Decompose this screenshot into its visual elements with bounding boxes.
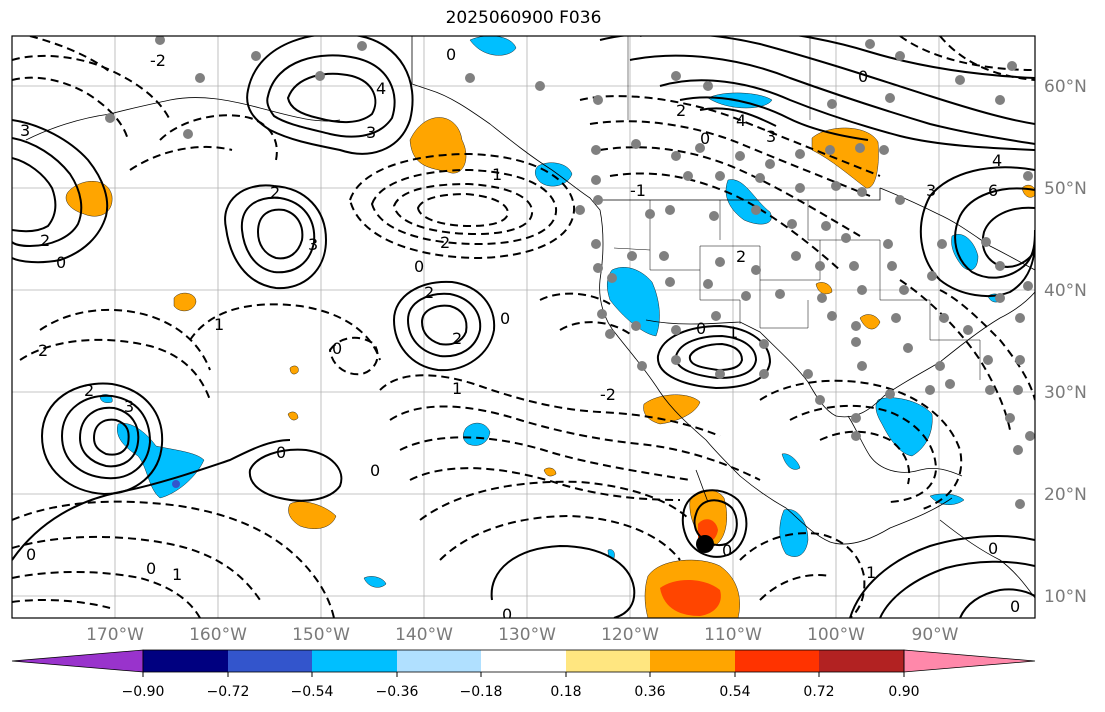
contour-label: 4 bbox=[992, 151, 1002, 170]
contour-label: -2 bbox=[600, 385, 616, 404]
contour-label: 2 bbox=[40, 231, 50, 250]
contour-label: 2 bbox=[270, 183, 280, 202]
lat-label-40n: 40°N bbox=[1044, 281, 1087, 301]
lon-label-130w: 130°W bbox=[498, 625, 556, 645]
contour-label: 1 bbox=[214, 315, 224, 334]
contour-label: 3 bbox=[366, 123, 376, 142]
colorbar-tick-label: −0.90 bbox=[121, 684, 165, 700]
colorbar-max-extend bbox=[903, 649, 1036, 673]
contour-label: 2 bbox=[676, 101, 686, 120]
coastlines bbox=[25, 36, 1035, 599]
contour-label: -2 bbox=[150, 51, 166, 70]
colorbar-tick-label: −0.54 bbox=[290, 684, 334, 700]
contour-label: 3 bbox=[20, 121, 30, 140]
contour-label: 3 bbox=[308, 235, 318, 254]
contour-labels: 0 0 0 0 0 0 0 0 0 0 0 0 0 0 0 0 1 1 1 1 … bbox=[20, 45, 1020, 624]
contour-label: 0 bbox=[276, 443, 286, 462]
colorbar-tick-label: 0.54 bbox=[719, 684, 751, 700]
lat-label-10n: 10°N bbox=[1044, 587, 1087, 607]
contour-label: 0 bbox=[500, 309, 510, 328]
contour-label: -1 bbox=[630, 181, 646, 200]
deep-negative-shading bbox=[172, 480, 180, 488]
contour-label: 0 bbox=[332, 339, 342, 358]
colorbar-tick-label: 0.18 bbox=[550, 684, 582, 700]
contour-label: 0 bbox=[146, 559, 156, 578]
contour-label: 4 bbox=[376, 79, 386, 98]
contour-label: 0 bbox=[26, 545, 36, 564]
contour-label: 2 bbox=[38, 341, 48, 360]
lon-label-100w: 100°W bbox=[807, 625, 865, 645]
colorbar-tick-label: 0.72 bbox=[803, 684, 835, 700]
colorbar-segment bbox=[481, 650, 566, 672]
contour-label: 1 bbox=[866, 563, 876, 582]
contour-label: 3 bbox=[124, 397, 134, 416]
colorbar-segment bbox=[143, 650, 228, 672]
negative-contours bbox=[12, 36, 1035, 618]
map-frame bbox=[11, 35, 1036, 619]
contour-label: 1 bbox=[492, 165, 502, 184]
station-dots bbox=[105, 36, 1035, 509]
state-borders bbox=[613, 36, 981, 380]
contour-label: 2 bbox=[736, 247, 746, 266]
contour-label: 0 bbox=[56, 253, 66, 272]
contour-label: 1 bbox=[728, 323, 738, 342]
lon-label-110w: 110°W bbox=[704, 625, 762, 645]
colorbar-tick-label: 0.90 bbox=[888, 684, 920, 700]
colorbar-segment bbox=[312, 650, 397, 672]
contour-label: 6 bbox=[988, 181, 998, 200]
lon-label-170w: 170°W bbox=[86, 625, 144, 645]
lat-label-20n: 20°N bbox=[1044, 485, 1087, 505]
contour-label: 2 bbox=[440, 233, 450, 252]
lon-label-150w: 150°W bbox=[292, 625, 350, 645]
contour-label: 0 bbox=[858, 67, 868, 86]
contour-label: 2 bbox=[424, 283, 434, 302]
contour-label: 0 bbox=[502, 605, 512, 624]
lat-label-50n: 50°N bbox=[1044, 179, 1087, 199]
lon-label-160w: 160°W bbox=[189, 625, 247, 645]
contour-label: 3 bbox=[926, 181, 936, 200]
contour-label: 0 bbox=[446, 45, 456, 64]
colorbar-segment bbox=[735, 650, 819, 672]
map-title: 2025060900 F036 bbox=[445, 8, 602, 28]
contour-label: 2 bbox=[452, 329, 462, 348]
colorbar-segment bbox=[566, 650, 650, 672]
colorbar-tick-label: 0.36 bbox=[634, 684, 666, 700]
contour-label: 0 bbox=[722, 541, 732, 560]
colorbar-segment bbox=[819, 650, 904, 672]
lon-label-140w: 140°W bbox=[395, 625, 453, 645]
lon-label-90w: 90°W bbox=[911, 625, 959, 645]
contour-label: 0 bbox=[700, 129, 710, 148]
contour-label: 1 bbox=[172, 565, 182, 584]
contour-label: 0 bbox=[988, 539, 998, 558]
lat-label-60n: 60°N bbox=[1044, 77, 1087, 97]
lon-label-120w: 120°W bbox=[601, 625, 659, 645]
contour-label: 2 bbox=[84, 381, 94, 400]
colorbar-tick-label: −0.18 bbox=[459, 684, 503, 700]
contour-label: 0 bbox=[696, 319, 706, 338]
lat-label-30n: 30°N bbox=[1044, 383, 1087, 403]
contour-label: 0 bbox=[414, 257, 424, 276]
map-background bbox=[12, 36, 1035, 618]
contour-label: 3 bbox=[766, 127, 776, 146]
storm-center-marker bbox=[696, 535, 714, 553]
contour-label: 4 bbox=[736, 111, 746, 130]
colorbar-segment bbox=[650, 650, 735, 672]
colorbar-segment bbox=[397, 650, 481, 672]
colorbar-min-extend bbox=[11, 649, 144, 673]
colorbar-tick-label: −0.72 bbox=[206, 684, 250, 700]
colorbar bbox=[11, 649, 1036, 677]
contour-label: 0 bbox=[1010, 597, 1020, 616]
colorbar-tick-label: −0.36 bbox=[375, 684, 419, 700]
colorbar-segment bbox=[228, 650, 312, 672]
contour-label: 1 bbox=[452, 379, 462, 398]
contour-label: 0 bbox=[370, 461, 380, 480]
